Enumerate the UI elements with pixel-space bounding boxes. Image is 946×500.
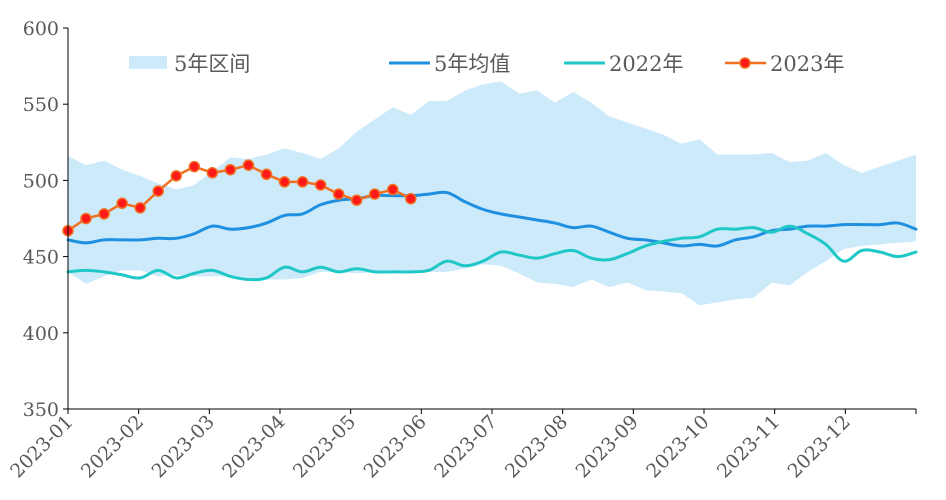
legend-2022-label: 2022年 [609,52,683,76]
y-tick-label-350: 350 [23,399,59,421]
series-2023-point-6 [170,170,183,182]
y-tick-label-600: 600 [23,18,59,40]
series-2023-point-8 [206,167,219,179]
x-tick-label-2023-11: 2023-11 [713,411,784,482]
series-2023-point-10 [242,159,255,171]
series-2022-line [66,224,918,282]
x-tick-label-2023-06: 2023-06 [359,411,430,482]
legend: 5年区间 5年均值 2022年 2023年 [129,52,844,76]
legend-2023-marker [739,57,751,69]
legend-band-swatch [129,56,167,69]
x-tick-label-2023-12: 2023-12 [783,411,854,482]
series-2023-point-16 [350,194,363,206]
legend-band-label: 5年区间 [174,52,250,76]
legend-mean-label: 5年均值 [434,52,510,76]
series-2023-point-4 [134,202,146,214]
series-2023-point-12 [278,176,291,188]
series-2023-point-2 [98,208,110,220]
x-tick-label-2023-04: 2023-04 [218,411,289,482]
series-2023-point-19 [405,192,417,205]
series-2023-point-1 [80,212,92,225]
x-tick-label-2023-09: 2023-09 [571,411,642,482]
x-tick-label-2023-01: 2023-01 [6,411,77,482]
series-2023-point-14 [314,179,327,191]
series-2023-point-7 [188,160,201,173]
series-layer [62,159,918,282]
y-tick-label-450: 450 [23,247,59,269]
series-2023-point-11 [260,168,273,181]
y-tick-label-550: 550 [23,94,59,116]
x-tick-label-2023-03: 2023-03 [147,411,218,482]
series-2023-point-18 [387,183,399,196]
x-tick-label-2023-05: 2023-05 [289,411,360,482]
series-2023-point-5 [152,185,164,197]
series-2023-point-3 [116,197,128,210]
x-tick-label-2023-07: 2023-07 [430,411,501,482]
five-year-range-band [68,81,916,306]
series-2023-point-13 [296,176,309,188]
y-tick-label-500: 500 [23,170,59,192]
series-2023-point-15 [332,188,345,200]
y-tick-label-400: 400 [23,323,59,345]
x-tick-label-2023-02: 2023-02 [77,411,148,482]
x-tick-label-2023-08: 2023-08 [501,411,572,482]
x-tick-label-2023-10: 2023-10 [642,411,713,482]
legend-2023-label: 2023年 [770,52,844,76]
series-five-year-mean-line [66,190,918,248]
series-2023-point-17 [368,188,381,200]
five-year-range-band-layer [68,81,916,306]
series-2023-point-9 [224,163,237,176]
